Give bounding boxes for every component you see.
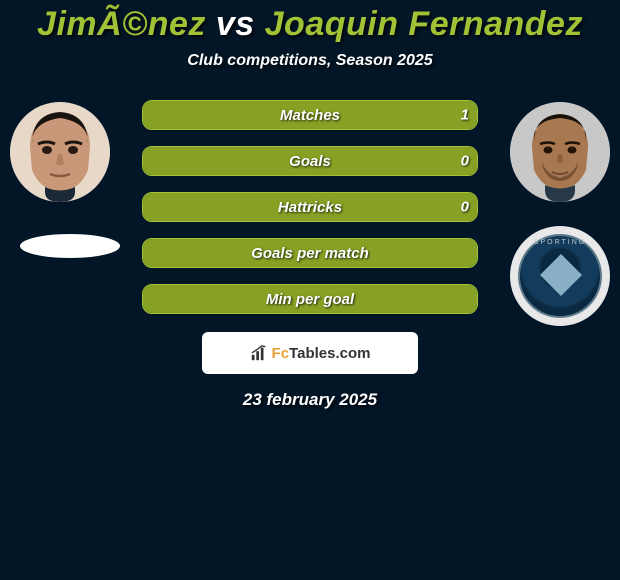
stat-label: Matches bbox=[280, 107, 340, 124]
player2-club-badge: SPORTING bbox=[510, 226, 610, 326]
vs-text: vs bbox=[216, 5, 255, 43]
player1-club-badge bbox=[20, 234, 120, 258]
chart-icon bbox=[250, 344, 268, 362]
player1-name: JimÃ©nez bbox=[37, 5, 206, 43]
brand-tables: Tables bbox=[289, 345, 335, 362]
date-text: 23 february 2025 bbox=[0, 390, 620, 410]
stat-bar-hattricks: Hattricks 0 bbox=[142, 192, 478, 222]
subtitle: Club competitions, Season 2025 bbox=[0, 52, 620, 70]
stat-value-right: 1 bbox=[461, 107, 469, 124]
comparison-card: JimÃ©nez vs Joaquin Fernandez Club compe… bbox=[0, 0, 620, 410]
main-section: SPORTING Matches 1 Goals 0 Hattricks 0 bbox=[0, 100, 620, 410]
player2-name: Joaquin Fernandez bbox=[265, 5, 583, 43]
stat-bar-min-per-goal: Min per goal bbox=[142, 284, 478, 314]
stat-bar-matches: Matches 1 bbox=[142, 100, 478, 130]
sporting-crest: SPORTING bbox=[518, 234, 602, 318]
stat-label: Goals per match bbox=[251, 245, 369, 262]
stat-bar-goals-per-match: Goals per match bbox=[142, 238, 478, 268]
brand-card[interactable]: FcTables.com bbox=[202, 332, 418, 374]
brand-text: FcTables.com bbox=[272, 345, 371, 362]
stat-label: Hattricks bbox=[278, 199, 342, 216]
stat-label: Min per goal bbox=[266, 291, 354, 308]
stat-value-right: 0 bbox=[461, 199, 469, 216]
brand-dotcom: .com bbox=[335, 345, 370, 362]
stat-value-right: 0 bbox=[461, 153, 469, 170]
player2-avatar bbox=[510, 102, 610, 202]
stat-label: Goals bbox=[289, 153, 331, 170]
player1-avatar bbox=[10, 102, 110, 202]
page-title: JimÃ©nez vs Joaquin Fernandez bbox=[0, 0, 620, 52]
stat-bar-goals: Goals 0 bbox=[142, 146, 478, 176]
stats-bars: Matches 1 Goals 0 Hattricks 0 Goals per … bbox=[142, 100, 478, 314]
brand-fc: Fc bbox=[272, 345, 290, 362]
